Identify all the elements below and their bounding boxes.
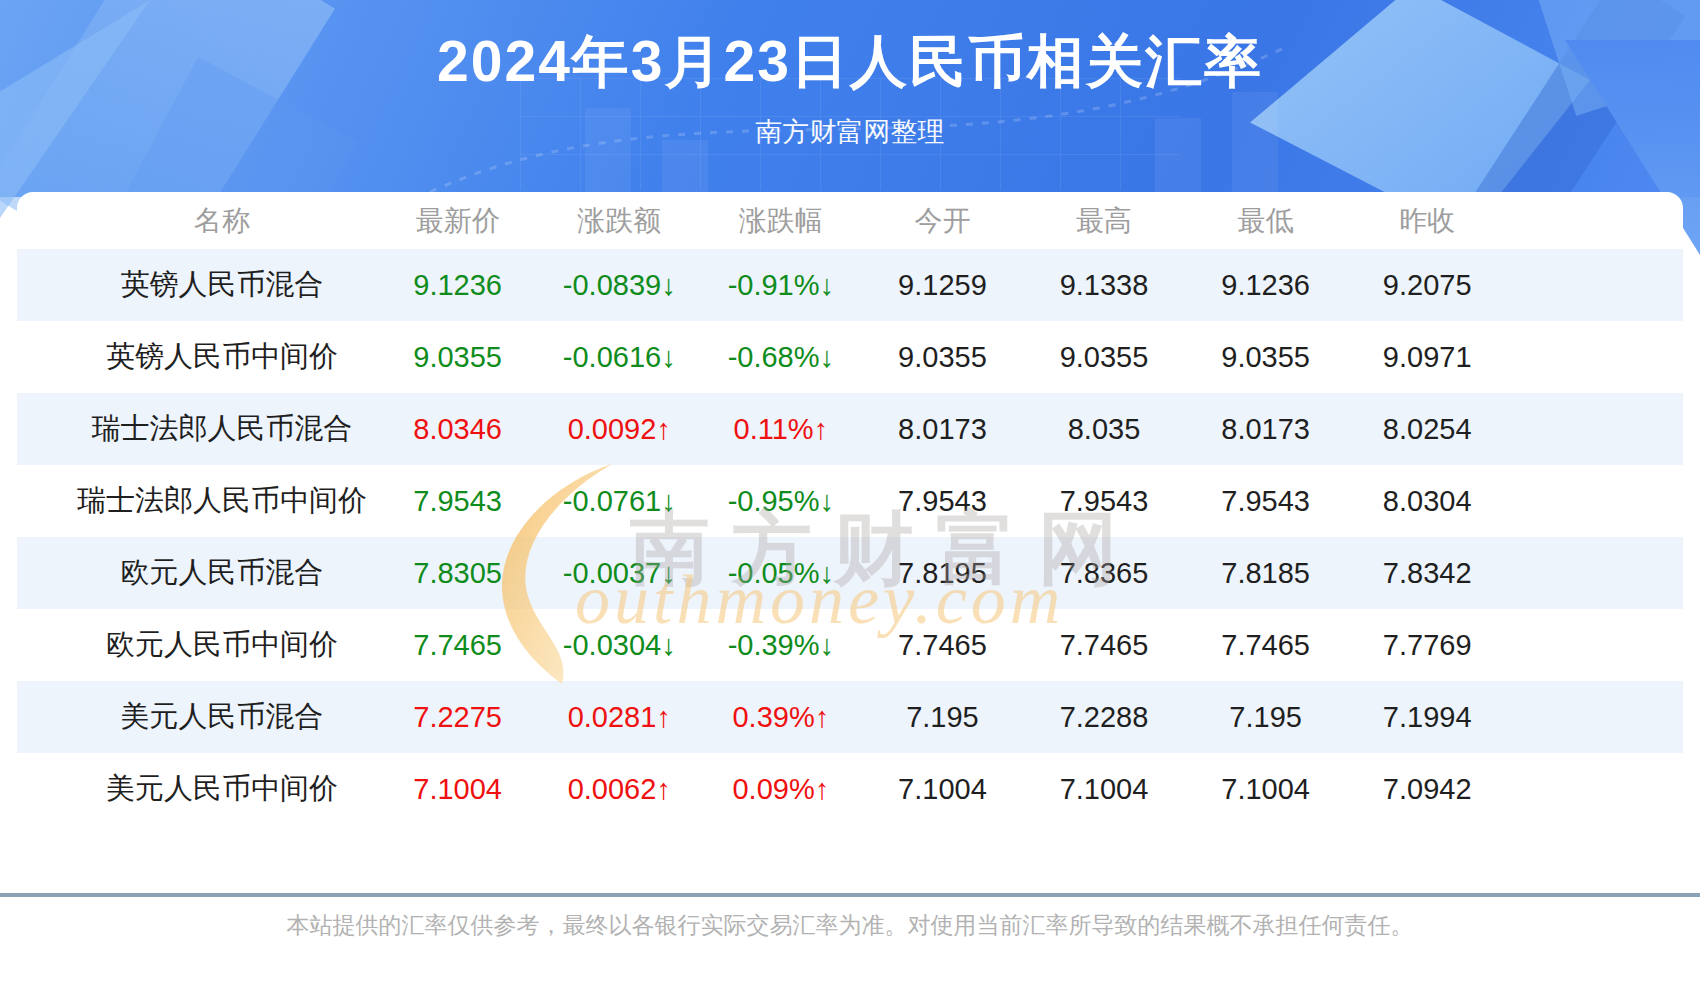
value-pct: -0.91%↓ xyxy=(700,269,862,302)
column-header: 最新价 xyxy=(377,202,539,240)
value-change: 0.0281↑ xyxy=(538,701,700,734)
value-low: 7.8185 xyxy=(1185,557,1347,590)
value-open: 7.1004 xyxy=(862,773,1024,806)
footer-divider xyxy=(0,893,1700,897)
value-low: 9.0355 xyxy=(1185,341,1347,374)
value-high: 7.2288 xyxy=(1023,701,1185,734)
rates-table-card: 名称最新价涨跌额涨跌幅今开最高最低昨收 英镑人民币混合9.1236-0.0839… xyxy=(17,192,1683,825)
value-prev: 9.0971 xyxy=(1346,341,1508,374)
table-row: 美元人民币中间价7.10040.0062↑0.09%↑7.10047.10047… xyxy=(17,753,1683,825)
value-prev: 7.8342 xyxy=(1346,557,1508,590)
instrument-name: 瑞士法郎人民币混合 xyxy=(17,409,377,449)
value-change: -0.0616↓ xyxy=(538,341,700,374)
table-row: 英镑人民币中间价9.0355-0.0616↓-0.68%↓9.03559.035… xyxy=(17,321,1683,393)
value-last: 7.2275 xyxy=(377,701,539,734)
value-change: 0.0092↑ xyxy=(538,413,700,446)
instrument-name: 美元人民币中间价 xyxy=(17,769,377,809)
value-low: 9.1236 xyxy=(1185,269,1347,302)
table-row: 瑞士法郎人民币中间价7.9543-0.0761↓-0.95%↓7.95437.9… xyxy=(17,465,1683,537)
value-last: 9.1236 xyxy=(377,269,539,302)
value-low: 7.9543 xyxy=(1185,485,1347,518)
value-high: 9.1338 xyxy=(1023,269,1185,302)
table-header-row: 名称最新价涨跌额涨跌幅今开最高最低昨收 xyxy=(17,192,1683,249)
value-pct: -0.95%↓ xyxy=(700,485,862,518)
value-prev: 9.2075 xyxy=(1346,269,1508,302)
page: 2024年3月23日人民币相关汇率 南方财富网整理 名称最新价涨跌额涨跌幅今开最… xyxy=(0,0,1700,1000)
value-pct: 0.39%↑ xyxy=(700,701,862,734)
value-change: -0.0037↓ xyxy=(538,557,700,590)
value-open: 8.0173 xyxy=(862,413,1024,446)
column-header: 今开 xyxy=(862,202,1024,240)
value-open: 7.9543 xyxy=(862,485,1024,518)
value-change: 0.0062↑ xyxy=(538,773,700,806)
value-low: 7.195 xyxy=(1185,701,1347,734)
value-change: -0.0839↓ xyxy=(538,269,700,302)
column-header: 涨跌额 xyxy=(538,202,700,240)
column-header: 最高 xyxy=(1023,202,1185,240)
instrument-name: 英镑人民币中间价 xyxy=(17,337,377,377)
value-last: 7.7465 xyxy=(377,629,539,662)
column-header: 昨收 xyxy=(1346,202,1508,240)
table-row: 瑞士法郎人民币混合8.03460.0092↑0.11%↑8.01738.0358… xyxy=(17,393,1683,465)
value-low: 7.1004 xyxy=(1185,773,1347,806)
value-change: -0.0304↓ xyxy=(538,629,700,662)
value-last: 7.1004 xyxy=(377,773,539,806)
table-row: 欧元人民币中间价7.7465-0.0304↓-0.39%↓7.74657.746… xyxy=(17,609,1683,681)
value-last: 8.0346 xyxy=(377,413,539,446)
column-header: 最低 xyxy=(1185,202,1347,240)
instrument-name: 瑞士法郎人民币中间价 xyxy=(17,481,377,521)
value-pct: -0.05%↓ xyxy=(700,557,862,590)
value-last: 7.9543 xyxy=(377,485,539,518)
value-prev: 7.0942 xyxy=(1346,773,1508,806)
page-subtitle: 南方财富网整理 xyxy=(0,114,1700,150)
instrument-name: 美元人民币混合 xyxy=(17,697,377,737)
column-header: 名称 xyxy=(17,202,377,240)
value-high: 7.1004 xyxy=(1023,773,1185,806)
column-header: 涨跌幅 xyxy=(700,202,862,240)
value-open: 7.7465 xyxy=(862,629,1024,662)
value-low: 7.7465 xyxy=(1185,629,1347,662)
table-row: 美元人民币混合7.22750.0281↑0.39%↑7.1957.22887.1… xyxy=(17,681,1683,753)
value-high: 7.8365 xyxy=(1023,557,1185,590)
value-high: 7.9543 xyxy=(1023,485,1185,518)
value-prev: 7.1994 xyxy=(1346,701,1508,734)
value-open: 9.0355 xyxy=(862,341,1024,374)
instrument-name: 欧元人民币混合 xyxy=(17,553,377,593)
value-high: 9.0355 xyxy=(1023,341,1185,374)
value-prev: 8.0254 xyxy=(1346,413,1508,446)
value-pct: 0.09%↑ xyxy=(700,773,862,806)
value-open: 9.1259 xyxy=(862,269,1024,302)
instrument-name: 英镑人民币混合 xyxy=(17,265,377,305)
table-body: 英镑人民币混合9.1236-0.0839↓-0.91%↓9.12599.1338… xyxy=(17,249,1683,825)
value-high: 7.7465 xyxy=(1023,629,1185,662)
page-title: 2024年3月23日人民币相关汇率 xyxy=(0,24,1700,101)
disclaimer-text: 本站提供的汇率仅供参考，最终以各银行实际交易汇率为准。对使用当前汇率所导致的结果… xyxy=(0,910,1700,941)
value-open: 7.195 xyxy=(862,701,1024,734)
value-change: -0.0761↓ xyxy=(538,485,700,518)
table-row: 英镑人民币混合9.1236-0.0839↓-0.91%↓9.12599.1338… xyxy=(17,249,1683,321)
value-pct: -0.39%↓ xyxy=(700,629,862,662)
value-pct: -0.68%↓ xyxy=(700,341,862,374)
value-prev: 7.7769 xyxy=(1346,629,1508,662)
value-low: 8.0173 xyxy=(1185,413,1347,446)
value-last: 7.8305 xyxy=(377,557,539,590)
value-open: 7.8195 xyxy=(862,557,1024,590)
value-last: 9.0355 xyxy=(377,341,539,374)
value-pct: 0.11%↑ xyxy=(700,413,862,446)
value-prev: 8.0304 xyxy=(1346,485,1508,518)
value-high: 8.035 xyxy=(1023,413,1185,446)
instrument-name: 欧元人民币中间价 xyxy=(17,625,377,665)
table-row: 欧元人民币混合7.8305-0.0037↓-0.05%↓7.81957.8365… xyxy=(17,537,1683,609)
